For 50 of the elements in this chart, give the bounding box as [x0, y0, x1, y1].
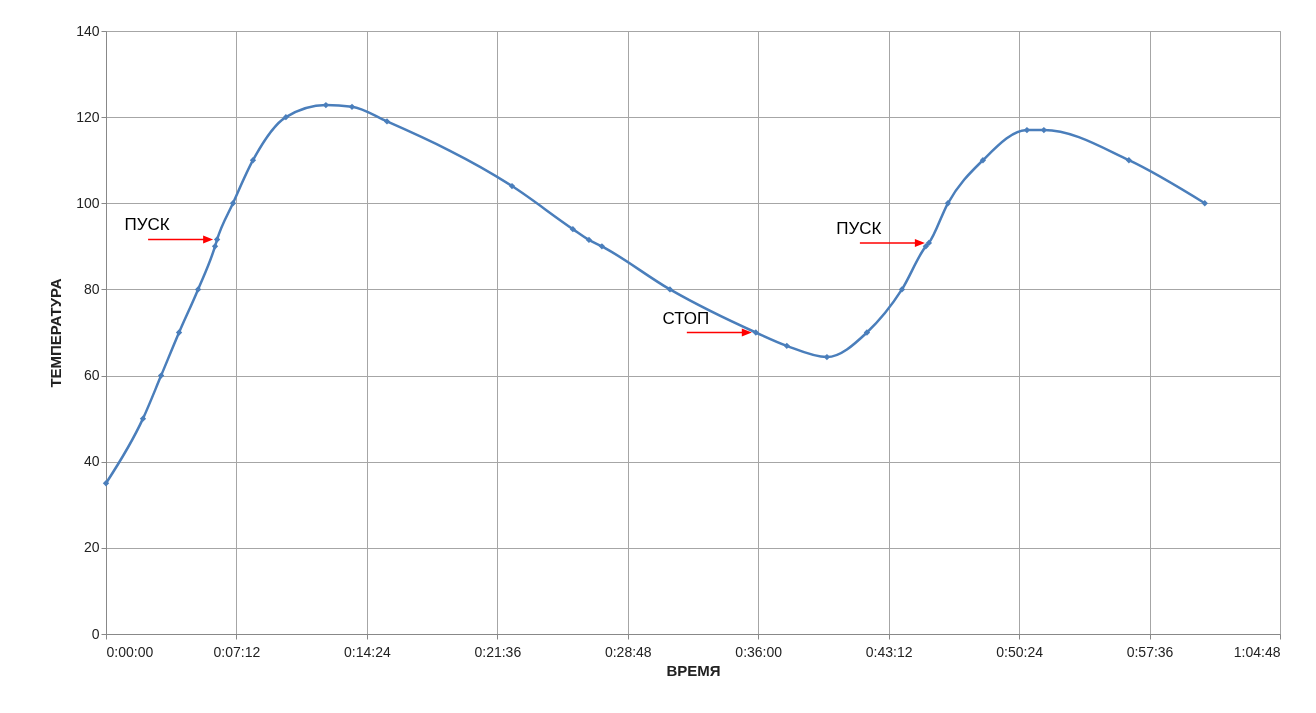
- point: [1125, 157, 1133, 164]
- point: [1201, 200, 1208, 207]
- x-tick-label: 0:43:12: [865, 643, 913, 660]
- point: [213, 236, 221, 243]
- point: [229, 200, 237, 207]
- point: [249, 157, 257, 164]
- x-tick-label: 0:21:36: [474, 643, 522, 660]
- point: [925, 239, 933, 247]
- y-tick-label: 0: [91, 625, 100, 642]
- y-tick-label: 80: [83, 280, 100, 297]
- annotation: ПУСК: [124, 215, 170, 235]
- x-tick-label: 1:04:48: [1233, 643, 1281, 660]
- y-tick-label: 140: [76, 22, 100, 39]
- y-tick-label: 120: [76, 108, 100, 125]
- y-tick-label: 60: [83, 367, 100, 384]
- x-tick-label: 0:07:12: [213, 643, 261, 660]
- point: [585, 236, 593, 244]
- point: [348, 103, 356, 110]
- point: [102, 480, 110, 487]
- point: [139, 415, 147, 422]
- annotation: СТОП: [662, 308, 710, 328]
- point: [175, 329, 183, 336]
- y-tick-label: 20: [83, 539, 100, 556]
- annotation: ПУСК: [836, 218, 882, 238]
- x-tick-label: 0:36:00: [735, 643, 783, 660]
- point: [211, 243, 219, 250]
- x-tick-label: 0:00:00: [106, 643, 154, 660]
- y-tick-label: 100: [76, 194, 100, 211]
- point: [157, 372, 165, 379]
- point: [383, 118, 391, 125]
- point: [979, 157, 987, 164]
- y-axis-title: ТЕМПЕРАТУРА: [47, 278, 65, 388]
- x-tick-label: 0:28:48: [604, 643, 652, 660]
- point: [666, 286, 674, 293]
- x-tick-label: 0:50:24: [996, 643, 1044, 660]
- point: [569, 225, 577, 233]
- point: [752, 329, 759, 336]
- point: [598, 243, 606, 250]
- x-tick-label: 0:57:36: [1126, 643, 1174, 660]
- point: [944, 200, 952, 207]
- point: [898, 286, 906, 293]
- x-axis-title: ВРЕМЯ: [666, 661, 721, 679]
- point: [194, 286, 202, 293]
- point: [282, 113, 290, 121]
- point: [783, 342, 790, 350]
- point: [922, 243, 930, 250]
- x-tick-label: 0:14:24: [344, 643, 391, 660]
- point: [508, 182, 516, 190]
- y-tick-label: 40: [83, 453, 100, 470]
- point: [863, 329, 871, 336]
